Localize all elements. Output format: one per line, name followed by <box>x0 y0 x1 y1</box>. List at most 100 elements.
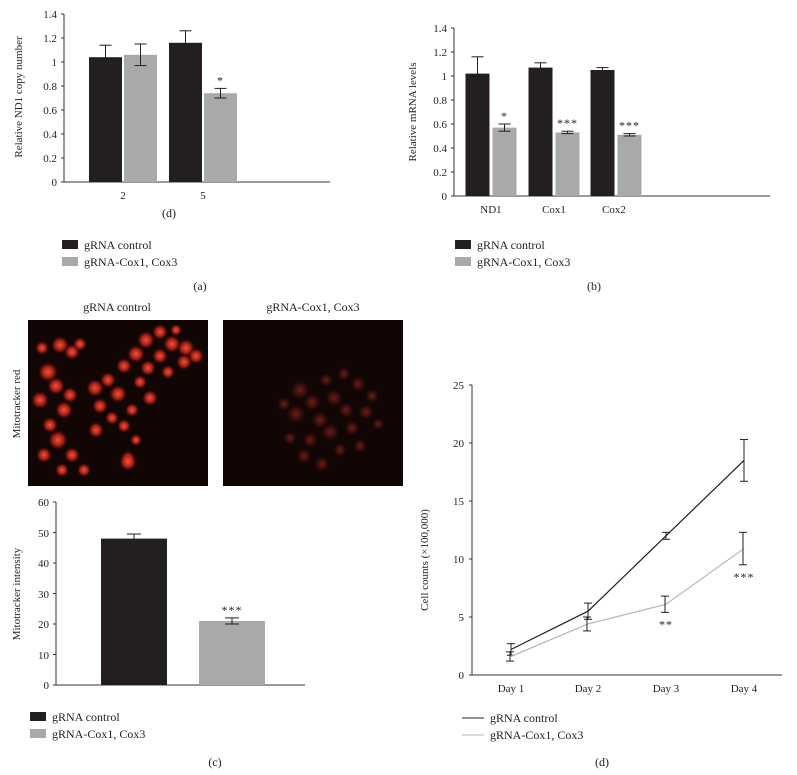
cell-blob <box>353 439 367 453</box>
panel-c-ytick: 60 <box>38 497 50 509</box>
panel-d-legend-knockdown: gRNA-Cox1, Cox3 <box>490 728 583 742</box>
cell-blob <box>127 345 145 363</box>
cell-blob <box>105 411 119 425</box>
cell-blob <box>47 377 65 395</box>
panel-a: Relative ND1 copy number 0 0.2 0.4 0.6 0… <box>13 9 330 293</box>
panel-b-ytick: 1.4 <box>433 23 447 35</box>
panel-c-micrographs: gRNA control gRNA-Cox1, Cox3 Mitotracker… <box>11 300 403 486</box>
cell-blob <box>36 447 52 463</box>
cell-blob <box>117 419 131 433</box>
panel-d-ylabel: Cell counts (×100,000) <box>419 509 431 611</box>
panel-a-ylabel: Relative ND1 copy number <box>13 36 25 158</box>
panel-a-ytick: 0 <box>52 177 58 189</box>
micrograph-title-control: gRNA control <box>83 300 151 314</box>
series-line-knockdown <box>510 548 745 657</box>
panel-c-bars: *** <box>101 533 265 685</box>
significance-mark: *** <box>734 570 755 584</box>
significance-mark: *** <box>557 116 578 130</box>
cell-blob <box>358 404 374 420</box>
panel-d-legend-control: gRNA control <box>490 711 558 725</box>
panel-c-label: (c) <box>208 755 221 769</box>
panel-a-ytick: 1.4 <box>43 9 57 21</box>
panel-d-yticks: 0 5 10 15 20 25 <box>453 380 465 682</box>
series-line-control <box>510 459 745 651</box>
panel-c-ytick: 50 <box>38 528 50 540</box>
cell-blob <box>125 403 139 417</box>
micrograph-knockdown-cells <box>277 367 384 472</box>
panel-b-xtick: Cox1 <box>542 204 566 216</box>
panel-d-yticks-marks <box>469 384 472 676</box>
cell-blob <box>38 362 58 382</box>
panel-a-legend-swatch-knockdown <box>62 257 78 266</box>
significance-mark: *** <box>619 119 640 133</box>
cell-blob <box>344 420 360 436</box>
panel-b-xtick: ND1 <box>480 204 501 216</box>
panel-d-xtick: Day 3 <box>653 683 680 695</box>
panel-c-legend-swatch-control <box>30 712 46 721</box>
panel-b-ytick: 0.8 <box>433 95 447 107</box>
panel-b-xtick: Cox2 <box>602 204 626 216</box>
panel-a-ytick: 1 <box>52 57 58 69</box>
cell-blob <box>140 360 156 376</box>
panel-a-legend-control: gRNA control <box>84 238 152 252</box>
panel-b-ytick: 0.2 <box>433 167 447 179</box>
cell-blob <box>137 331 155 349</box>
panel-a-xtick: 5 <box>200 190 206 202</box>
cell-blob <box>333 443 347 457</box>
significance-mark: * <box>501 109 508 123</box>
panel-c-ytick: 40 <box>38 558 50 570</box>
panel-b-ytick: 0 <box>442 191 448 203</box>
bar-knockdown <box>199 620 265 685</box>
panel-b-ytick: 0.6 <box>433 119 447 131</box>
cell-blob <box>92 398 108 414</box>
cell-blob <box>311 411 329 429</box>
panel-d-ytick: 20 <box>453 438 465 450</box>
panel-c: Mitotracker intensity 0 10 20 30 40 50 6… <box>11 497 305 769</box>
bar-knockdown <box>555 132 580 196</box>
bar-knockdown <box>492 127 517 196</box>
panel-d-ytick: 25 <box>453 380 465 392</box>
cell-blob <box>283 431 297 445</box>
significance-mark: ** <box>659 617 673 631</box>
cell-blob <box>100 372 116 388</box>
cell-blob <box>350 376 366 392</box>
panel-b-legend-control: gRNA control <box>477 238 545 252</box>
panel-d-lines: ***** <box>506 439 755 662</box>
cell-blob <box>163 335 181 353</box>
panel-b: Relative mRNA levels 0 0.2 0.4 0.6 0.8 1… <box>407 23 770 293</box>
panel-a-ytick: 0.4 <box>43 129 57 141</box>
panel-b-ytick: 0.4 <box>433 143 447 155</box>
panel-d-ytick: 5 <box>459 612 465 624</box>
panel-c-yticks: 0 10 20 30 40 50 60 <box>38 497 50 692</box>
cell-blob <box>338 402 354 418</box>
cell-blob <box>48 430 68 450</box>
panel-d-ytick: 10 <box>453 554 465 566</box>
significance-mark: * <box>217 73 224 87</box>
cell-blob <box>42 417 58 433</box>
cell-blob <box>119 453 137 471</box>
cell-blob <box>314 456 330 472</box>
micrograph-control-cells <box>31 324 204 477</box>
panel-a-bars: * <box>89 30 237 183</box>
panel-b-legend-knockdown: gRNA-Cox1, Cox3 <box>477 255 570 269</box>
panel-b-ytick: 1.2 <box>433 47 447 59</box>
cell-blob <box>35 341 49 355</box>
cell-blob <box>161 365 175 379</box>
panel-a-inner-caption: (d) <box>162 206 176 220</box>
panel-d: Cell counts (×100,000) 0 5 10 15 20 25 *… <box>419 380 782 769</box>
cell-blob <box>142 390 158 406</box>
cell-blob <box>296 448 312 464</box>
panel-a-yticks-marks <box>61 13 64 183</box>
cell-blob <box>170 324 182 336</box>
cell-blob <box>152 324 168 340</box>
panel-d-xtick: Day 4 <box>731 683 758 695</box>
cell-blob <box>55 401 73 419</box>
cell-blob <box>62 387 78 403</box>
panel-c-ytick: 20 <box>38 619 50 631</box>
micrograph-title-knockdown: gRNA-Cox1, Cox3 <box>266 300 359 314</box>
panel-a-xtick: 2 <box>120 190 126 202</box>
cell-blob <box>77 463 91 477</box>
panel-b-ylabel: Relative mRNA levels <box>407 63 419 162</box>
panel-a-legend-knockdown: gRNA-Cox1, Cox3 <box>84 255 177 269</box>
